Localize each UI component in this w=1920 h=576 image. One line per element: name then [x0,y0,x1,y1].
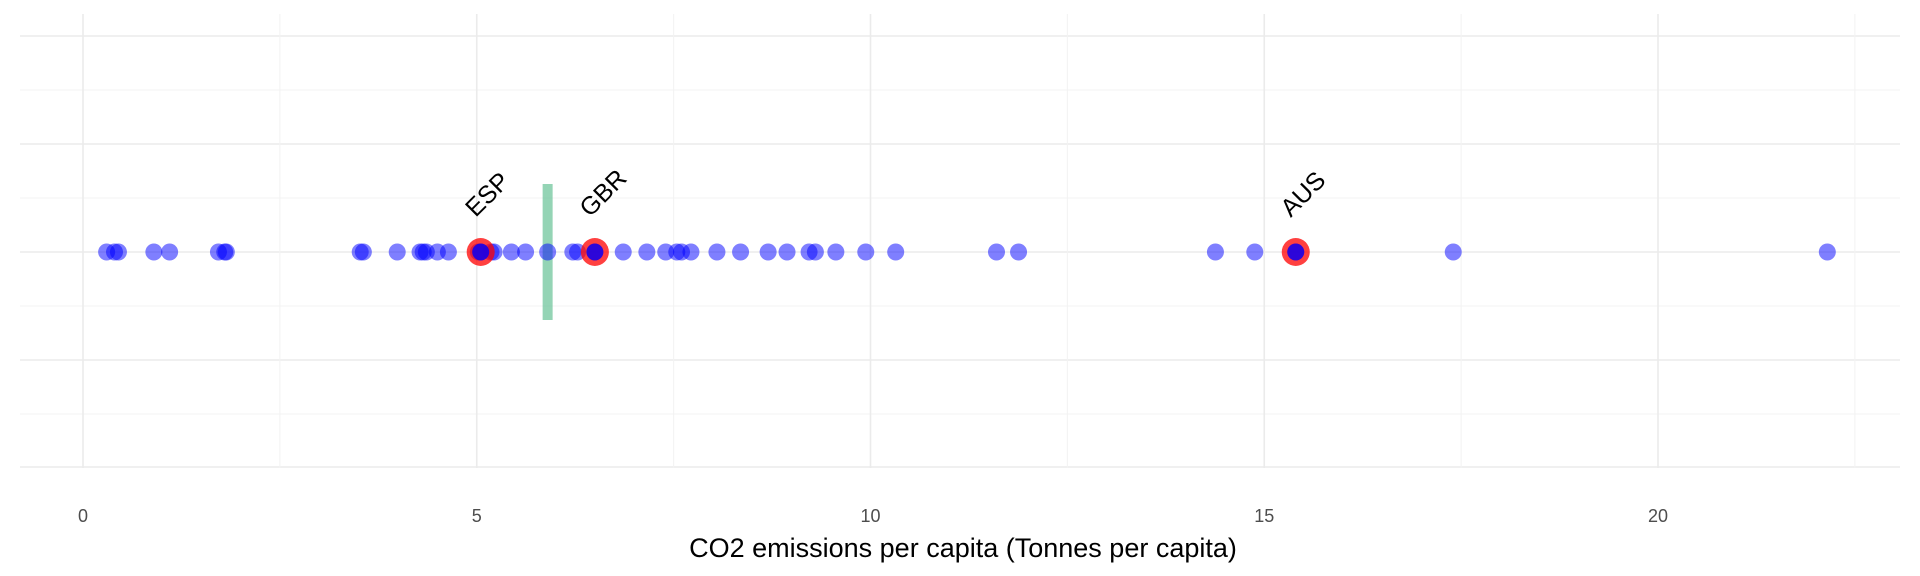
data-point [638,243,656,261]
point-label-esp: ESP [460,167,515,222]
data-point [1444,243,1462,261]
highlighted-point-core [1287,243,1305,261]
data-point [857,243,875,261]
data-point [732,243,750,261]
x-tick-label: 10 [860,506,880,526]
data-point [439,243,457,261]
highlight-layer [466,238,1310,266]
data-point [539,243,557,261]
data-point [109,243,127,261]
data-point [708,243,726,261]
x-axis-title: CO2 emissions per capita (Tonnes per cap… [689,533,1237,563]
data-point [161,243,179,261]
data-point [502,243,520,261]
data-point [354,243,372,261]
data-point [1818,243,1836,261]
highlighted-point-core [586,243,604,261]
data-point [682,243,700,261]
x-tick-label: 5 [472,506,482,526]
grid [20,14,1900,468]
data-point [1206,243,1224,261]
data-point [988,243,1005,261]
data-point [614,243,632,261]
data-point [759,243,777,261]
data-point [1246,243,1264,261]
x-axis-ticks: 0 5 10 15 20 [78,506,1668,526]
x-tick-label: 0 [78,506,88,526]
point-label-aus: AUS [1275,166,1331,222]
x-tick-label: 20 [1648,506,1668,526]
data-point [827,243,845,261]
data-point [217,243,235,261]
data-point [145,243,163,261]
point-label-gbr: GBR [574,164,632,222]
x-tick-label: 15 [1254,506,1274,526]
point-labels: ESP GBR AUS [460,164,1331,222]
data-point [388,243,406,261]
data-point [778,243,796,261]
data-point [517,243,535,261]
data-point [1010,243,1028,261]
data-point [887,243,905,261]
highlighted-point-core [472,243,490,261]
data-point [806,243,824,261]
